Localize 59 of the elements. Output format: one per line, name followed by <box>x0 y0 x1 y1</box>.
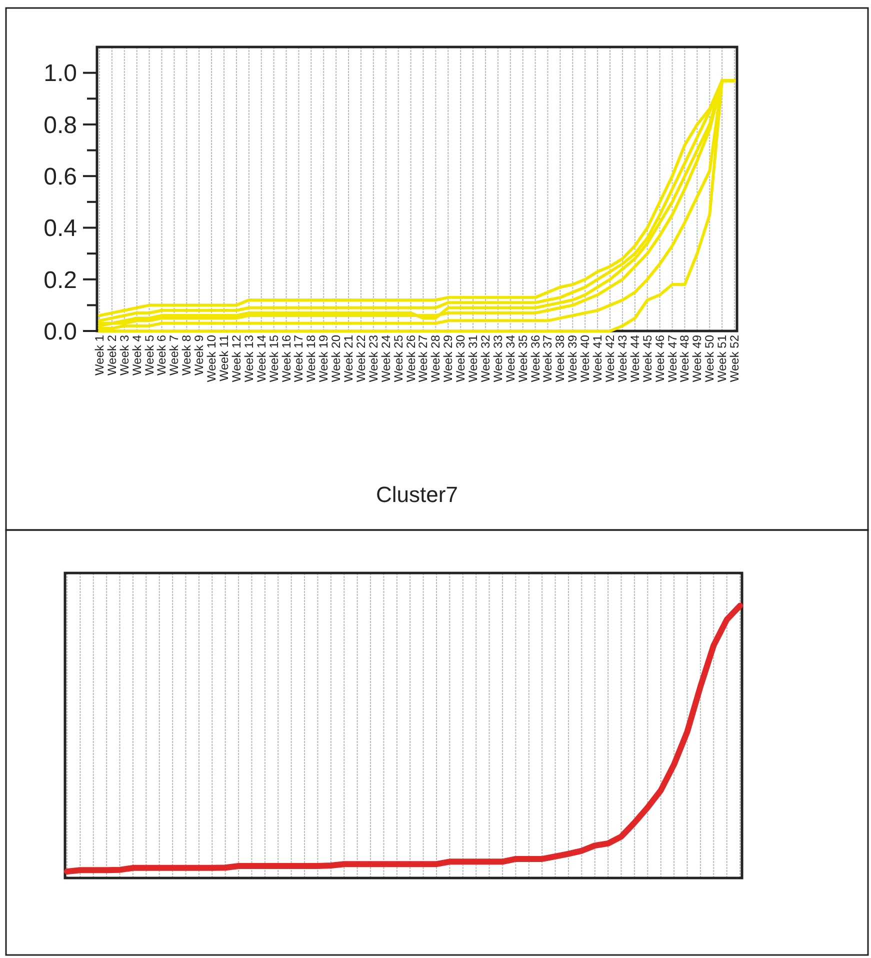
x-tick-label: Week 26 <box>404 334 418 382</box>
x-tick-label: Week 5 <box>142 334 156 376</box>
x-tick-label: Week 1 <box>92 334 106 376</box>
x-tick-label: Week 9 <box>192 334 206 376</box>
x-tick-label: Week 15 <box>266 334 281 382</box>
x-tick-label: Week 20 <box>329 334 344 382</box>
x-tick-label: Week 23 <box>366 334 380 382</box>
x-tick-label: Week 42 <box>602 334 617 382</box>
x-tick-label: Week 22 <box>354 334 368 382</box>
x-tick-label: Week 52 <box>728 334 742 382</box>
x-tick-label: Week 48 <box>678 334 692 382</box>
x-tick-label: Week 34 <box>503 334 518 382</box>
x-tick-label: Week 16 <box>279 334 294 382</box>
x-tick-label: Week 14 <box>254 334 268 382</box>
x-tick-label: Week 8 <box>180 334 194 376</box>
x-tick-label: Week 41 <box>590 334 605 382</box>
x-tick-label: Week 29 <box>441 334 456 382</box>
y-tick-label: 0.6 <box>44 163 77 190</box>
y-tick-label: 0.4 <box>44 215 77 242</box>
y-tick-label: 0.8 <box>44 112 77 139</box>
x-tick-label: Week 12 <box>229 334 244 382</box>
x-tick-label: Week 6 <box>154 334 169 376</box>
x-tick-label: Week 11 <box>217 334 232 382</box>
x-tick-label: Week 32 <box>478 334 492 382</box>
x-tick-label: Week 31 <box>466 334 480 382</box>
x-tick-label: Week 4 <box>130 334 144 376</box>
x-tick-label: Week 25 <box>391 334 406 382</box>
x-tick-label: Week 33 <box>490 334 505 382</box>
text: Cluster7 <box>376 482 458 507</box>
x-tick-label: Week 47 <box>665 334 680 382</box>
x-tick-label: Week 2 <box>104 334 119 376</box>
x-tick-label: Week 44 <box>628 334 642 382</box>
x-tick-label: Week 50 <box>702 334 717 382</box>
x-tick-label: Week 30 <box>454 334 468 382</box>
x-tick-label: Week 51 <box>715 334 730 382</box>
x-tick-label: Week 17 <box>292 334 306 382</box>
x-tick-label: Week 27 <box>416 334 430 382</box>
x-tick-label: Week 38 <box>553 334 568 382</box>
x-tick-label: Week 43 <box>615 334 630 382</box>
x-tick-label: Week 36 <box>528 334 542 382</box>
x-tick-label: Week 40 <box>578 334 592 382</box>
x-tick-label: Week 39 <box>566 334 580 382</box>
y-tick-label: 1.0 <box>44 60 77 88</box>
y-tick-label: 0.0 <box>44 318 77 346</box>
x-tick-label: Week 13 <box>242 334 256 382</box>
x-tick-label: Week 45 <box>640 334 654 382</box>
x-tick-label: Week 3 <box>117 334 132 376</box>
x-tick-label: Week 24 <box>378 334 393 382</box>
x-tick-label: Week 21 <box>342 334 356 382</box>
x-tick-label: Week 28 <box>428 334 443 382</box>
x-tick-label: Week 10 <box>204 334 219 382</box>
x-tick-label: Week 46 <box>652 334 667 382</box>
x-tick-label: Week 19 <box>316 334 331 382</box>
y-tick-label: 0.2 <box>44 266 77 294</box>
x-tick-label: Week 7 <box>167 334 182 376</box>
x-tick-label: Week 18 <box>304 334 318 382</box>
x-tick-label: Week 49 <box>690 334 704 382</box>
x-tick-label: Week 37 <box>540 334 555 382</box>
x-tick-label: Week 35 <box>516 334 530 382</box>
